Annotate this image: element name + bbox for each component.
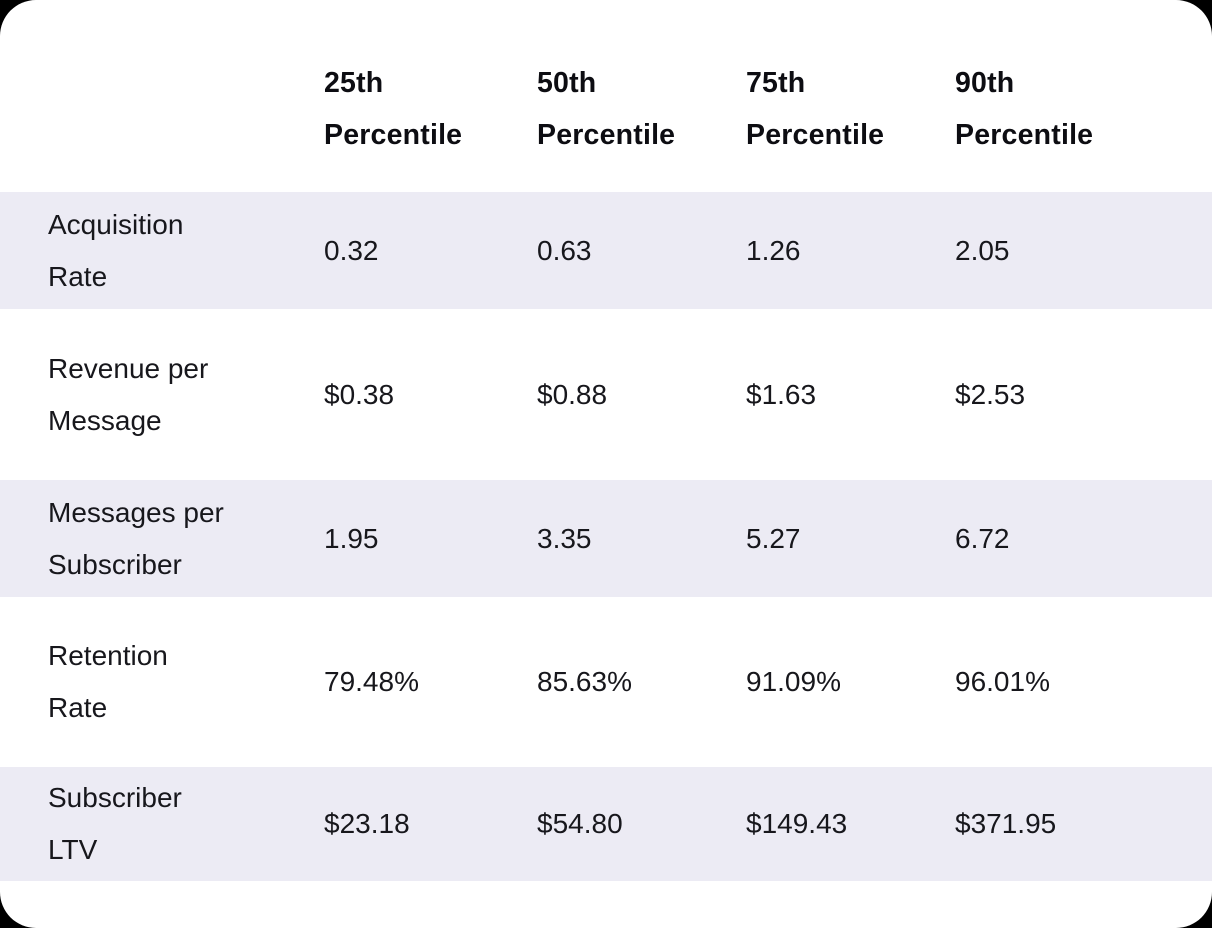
row-label-line2: Subscriber (48, 548, 182, 580)
column-header-line1: 90th (955, 67, 1015, 99)
row-label-line1: Revenue per (48, 352, 209, 384)
cell-value: $149.43 (746, 808, 848, 839)
cell-value: $1.63 (746, 378, 817, 410)
cell-value: $0.88 (537, 378, 608, 410)
cell-value: 0.63 (537, 234, 592, 266)
column-header-line1: 75th (746, 67, 806, 99)
cell-value: $23.18 (324, 808, 410, 839)
column-header-90th: 90th Percentile (955, 57, 1188, 161)
cell-value: 79.48% (324, 666, 419, 697)
cell-value: 0.32 (324, 234, 379, 266)
table-header-row: 25th Percentile 50th Percentile 75th Per… (0, 0, 1212, 192)
table-row-retention-rate: Retention Rate 79.48% 85.63% 91.09% 96.0… (0, 597, 1212, 767)
row-label-line2: LTV (48, 834, 98, 865)
cell-value: 5.27 (746, 522, 801, 554)
column-header-line1: 25th (324, 67, 384, 99)
table-row-messages-per-subscriber: Messages per Subscriber 1.95 3.35 5.27 6… (0, 480, 1212, 597)
cell-value: 96.01% (955, 666, 1050, 697)
column-header-75th: 75th Percentile (746, 57, 955, 161)
column-header-line2: Percentile (324, 119, 463, 151)
cell-value: 3.35 (537, 522, 592, 554)
row-label-line2: Rate (48, 260, 108, 292)
row-label-line1: Acquisition (48, 208, 184, 240)
table-row-acquisition-rate: Acquisition Rate 0.32 0.63 1.26 2.05 (0, 192, 1212, 309)
column-header-line2: Percentile (955, 119, 1094, 151)
row-label-line1: Subscriber (48, 782, 182, 813)
row-label-line2: Rate (48, 692, 108, 723)
row-label: Retention Rate (48, 630, 324, 734)
row-label: Revenue per Message (48, 343, 324, 447)
row-label-line1: Retention (48, 640, 168, 671)
row-label: Acquisition Rate (48, 199, 324, 303)
column-header-25th: 25th Percentile (324, 57, 537, 161)
column-header-line1: 50th (537, 67, 597, 99)
cell-value: 1.95 (324, 522, 379, 554)
row-label: Subscriber LTV (48, 772, 324, 876)
cell-value: $371.95 (955, 808, 1057, 839)
column-header-50th: 50th Percentile (537, 57, 746, 161)
column-header-line2: Percentile (537, 119, 676, 151)
cell-value: 1.26 (746, 234, 801, 266)
cell-value: $54.80 (537, 808, 623, 839)
table-row-subscriber-ltv: Subscriber LTV $23.18 $54.80 $149.43 $37… (0, 767, 1212, 881)
cell-value: $2.53 (955, 378, 1026, 410)
cell-value: 91.09% (746, 666, 841, 697)
cell-value: 85.63% (537, 666, 632, 697)
cell-value: 2.05 (955, 234, 1010, 266)
row-label: Messages per Subscriber (48, 487, 324, 591)
table-row-revenue-per-message: Revenue per Message $0.38 $0.88 $1.63 $2… (0, 309, 1212, 480)
row-label-line2: Message (48, 404, 162, 436)
row-label-line1: Messages per (48, 496, 224, 528)
cell-value: $0.38 (324, 378, 395, 410)
cell-value: 6.72 (955, 522, 1010, 554)
column-header-line2: Percentile (746, 119, 885, 151)
